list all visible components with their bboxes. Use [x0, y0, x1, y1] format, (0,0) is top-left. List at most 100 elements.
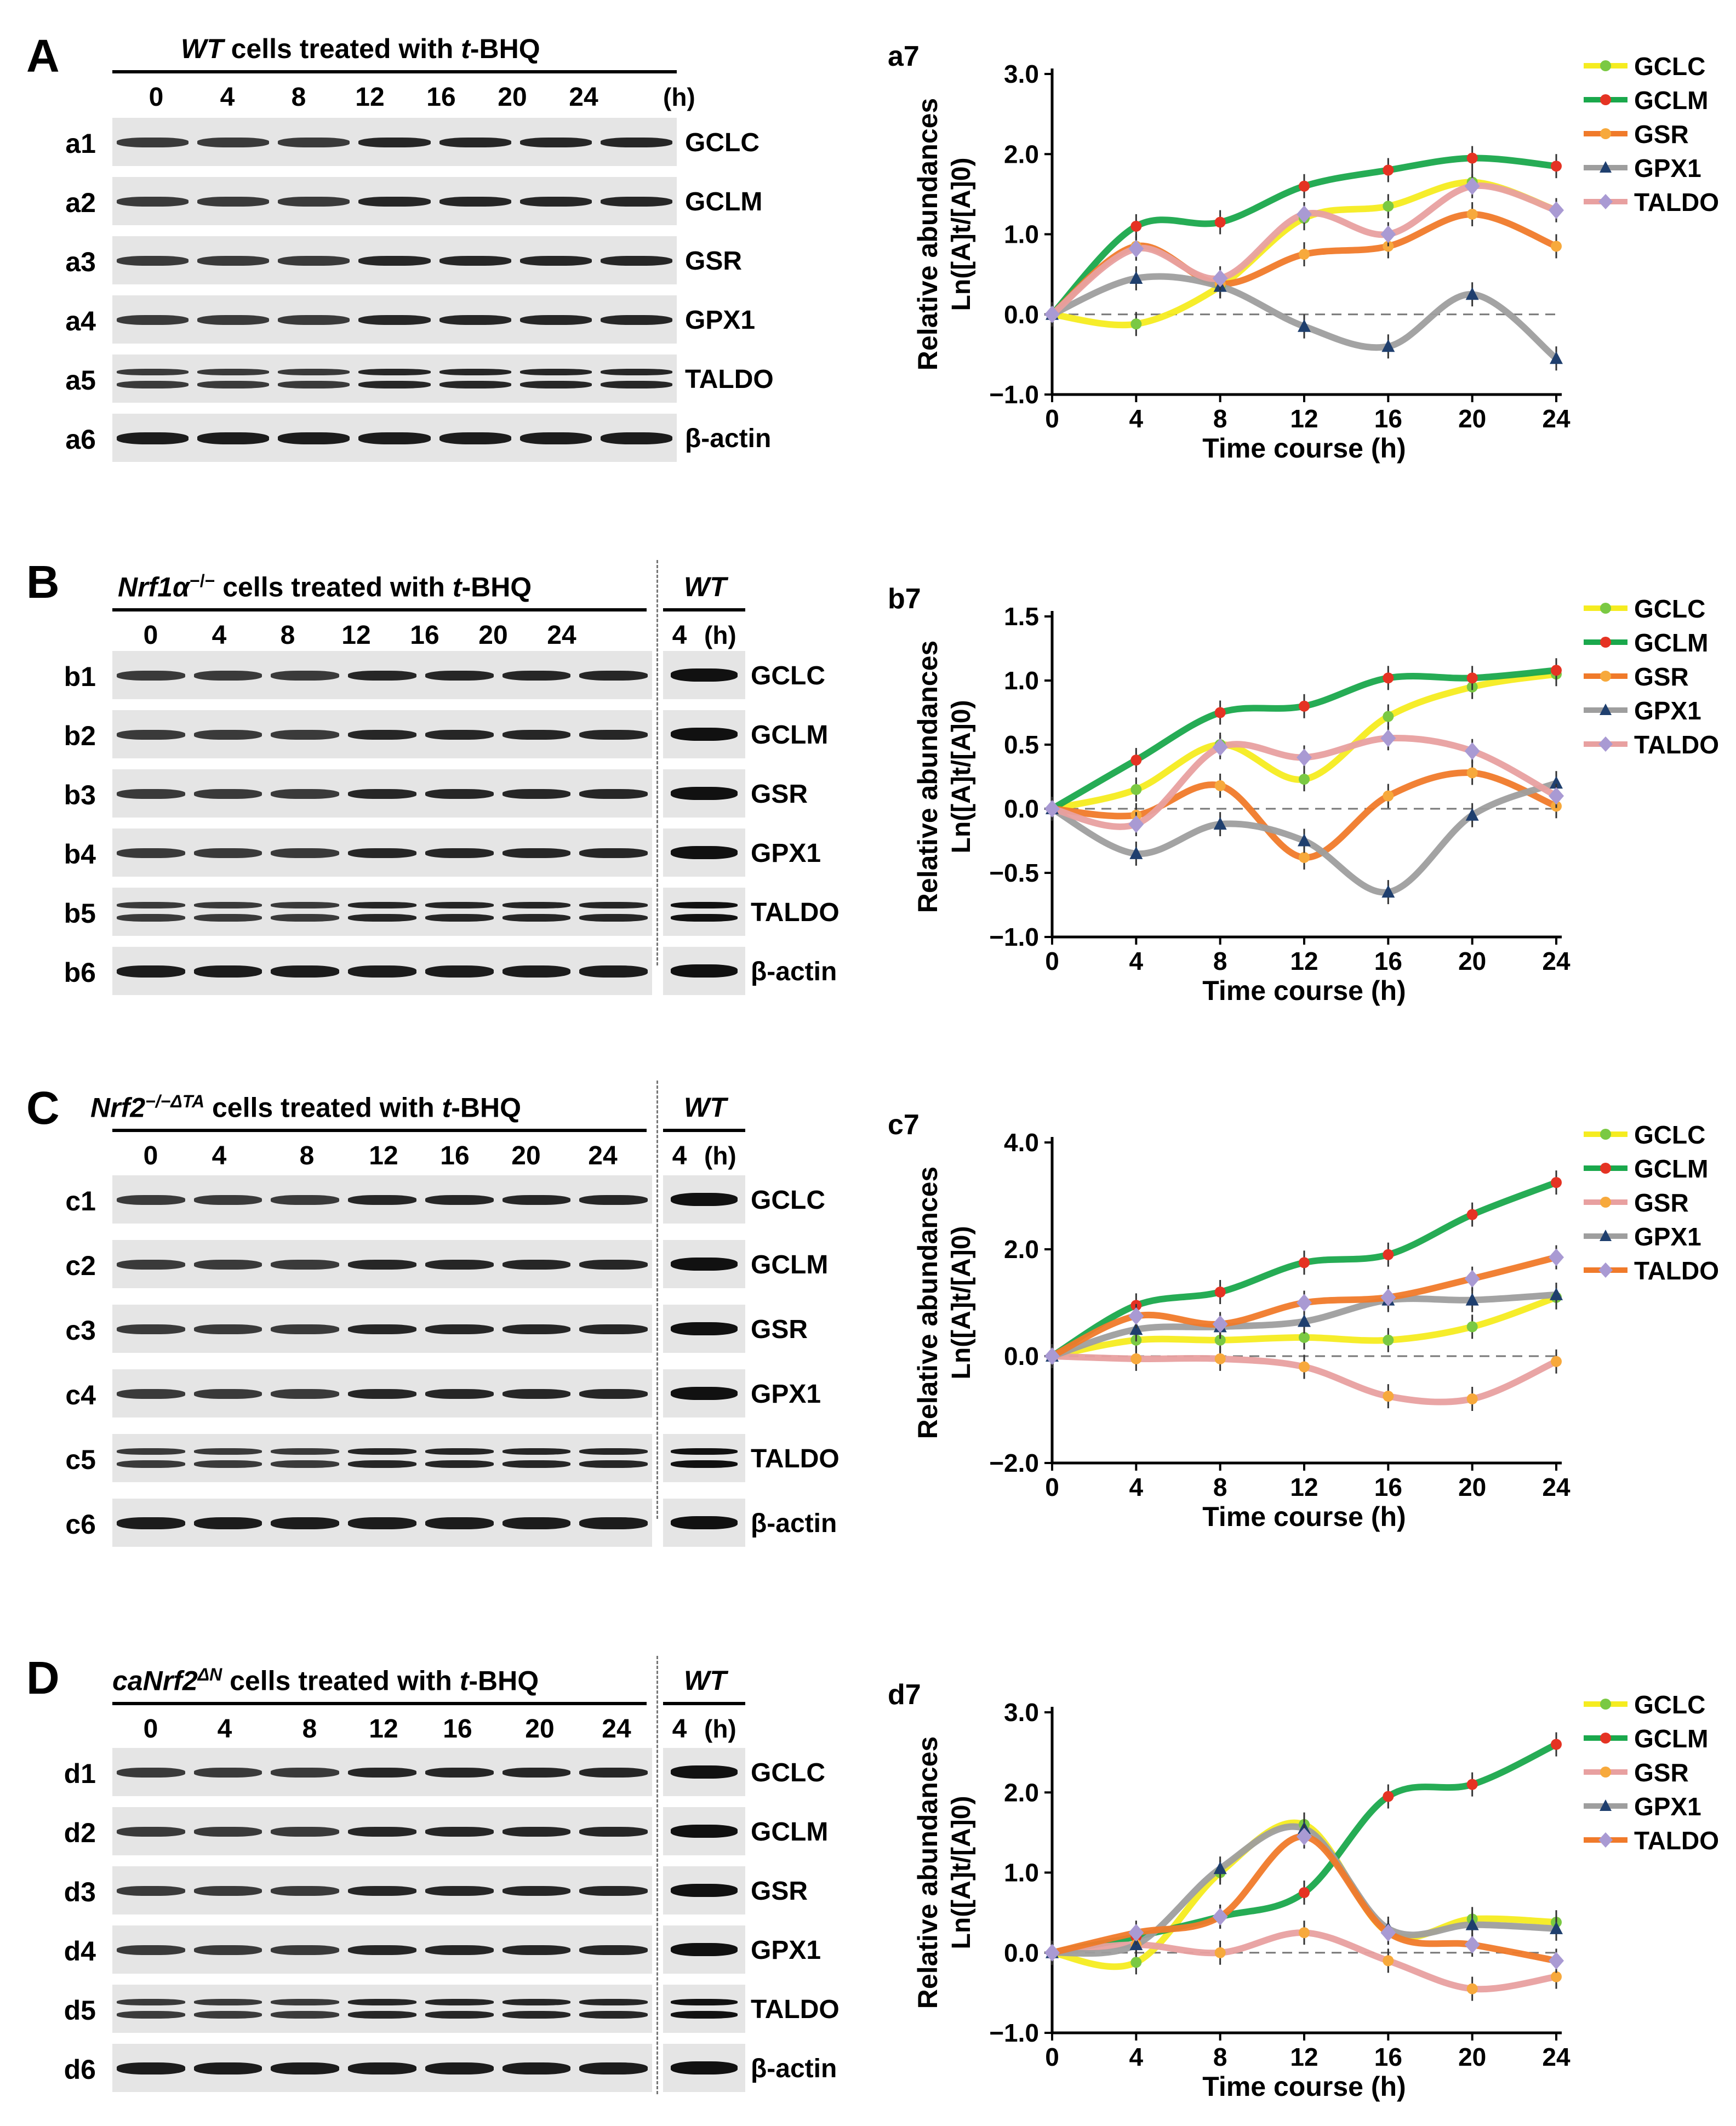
blot-band: [193, 1260, 262, 1270]
blot-strip-wt: [663, 1434, 745, 1482]
x-tick-label: 12: [1290, 1473, 1318, 1501]
treatment-name: -BHQ: [470, 33, 540, 64]
blot-row-label: b3: [64, 780, 96, 810]
blot-row-label: d5: [64, 1995, 96, 2026]
blot-band: [271, 1448, 340, 1455]
data-point-taldo: [1380, 1288, 1396, 1306]
data-point-gpx1: [1129, 846, 1143, 859]
blot-band: [425, 902, 494, 908]
protein-label: GCLM: [751, 1250, 829, 1279]
blot-band: [117, 789, 185, 799]
x-tick-label: 0: [1045, 1473, 1059, 1501]
blot-band: [671, 1825, 738, 1838]
blot-strip: [112, 295, 677, 344]
blot-band: [271, 1827, 340, 1837]
blot-band: [579, 1945, 648, 1955]
data-point-gpx1: [1550, 776, 1563, 789]
blot-row-label: d3: [64, 1877, 96, 1907]
blot-row-label: d2: [64, 1818, 96, 1848]
blot-band: [439, 256, 511, 266]
legend-label: GPX1: [1634, 696, 1701, 725]
data-point-gclm: [1214, 1287, 1226, 1298]
y-axis-title: Relative abundances: [912, 98, 943, 370]
y-tick-label: 0.0: [1004, 1342, 1039, 1370]
data-point-taldo: [1380, 225, 1396, 243]
blot-row-label: c6: [65, 1509, 96, 1540]
blot-band: [278, 256, 350, 266]
blot-band: [358, 256, 431, 266]
y-tick-label: −0.5: [989, 859, 1039, 887]
blot-strip-wt: [663, 947, 745, 995]
y-tick-label: 2.0: [1004, 1235, 1039, 1264]
blot-band: [271, 730, 340, 740]
wt-divider: [656, 1656, 658, 2094]
blot-band: [502, 965, 571, 978]
data-point-taldo: [1044, 800, 1060, 818]
blot-strip: [112, 1807, 652, 1855]
blot-strip-wt: [663, 1240, 745, 1288]
data-point-taldo: [1212, 269, 1228, 287]
blot-row-label: b5: [64, 898, 96, 929]
blot-band: [271, 1324, 340, 1334]
legend-marker: [1600, 60, 1611, 71]
blot-row-label: a2: [65, 187, 96, 218]
blot-strip-wt: [663, 2044, 745, 2092]
blot-band: [193, 1460, 262, 1468]
blot-band: [117, 432, 189, 444]
x-tick-label: 12: [1290, 404, 1318, 433]
protein-label: GPX1: [751, 839, 821, 868]
wt-label: WT: [684, 1665, 727, 1696]
header-underline: [112, 70, 677, 73]
data-point-gclm: [1383, 164, 1394, 176]
blot-row-label: b2: [64, 721, 96, 751]
legend-marker: [1600, 1197, 1611, 1208]
protein-label: β-actin: [751, 2054, 837, 2083]
data-point-gpx1: [1381, 339, 1395, 352]
blot-band: [502, 730, 571, 740]
blot-band: [117, 1768, 185, 1778]
data-point-gpx1: [1550, 351, 1563, 364]
legend-label: TALDO: [1634, 1256, 1719, 1285]
legend-marker: [1598, 736, 1613, 752]
genotype-label: caNrf2: [112, 1665, 198, 1696]
blot-band: [197, 138, 270, 147]
blot-band: [671, 728, 738, 741]
y-axis-formula: Ln([A]t/[A]0): [947, 700, 976, 854]
blot-band: [579, 914, 648, 922]
data-point-taldo: [1212, 738, 1228, 756]
header-underline: [112, 1129, 647, 1132]
y-axis-title: Relative abundances: [912, 1736, 943, 2009]
x-axis-title: Time course (h): [1202, 975, 1406, 1006]
data-point-gsr: [1551, 241, 1562, 252]
data-point-taldo: [1549, 1952, 1564, 1970]
blot-band: [502, 1768, 571, 1778]
time-unit: (h): [704, 1141, 736, 1170]
blot-band: [439, 315, 511, 325]
data-point-taldo: [1212, 1315, 1228, 1333]
legend-marker: [1600, 1129, 1611, 1140]
blot-band: [348, 1999, 416, 2005]
blot-band: [271, 902, 340, 908]
blot-band: [358, 138, 431, 147]
x-tick-label: 24: [1542, 947, 1571, 975]
blot-row-label: d6: [64, 2054, 96, 2085]
blot-band: [193, 1999, 262, 2005]
blot-band: [193, 1827, 262, 1837]
time-unit: (h): [663, 83, 695, 111]
blot-strip: [112, 769, 652, 818]
y-axis-title: Relative abundances: [912, 1167, 943, 1439]
blot-band: [425, 1517, 494, 1529]
wt-timepoint: 4: [672, 621, 687, 650]
blot-band: [671, 902, 738, 908]
blot-band: [502, 848, 571, 858]
blot-band: [358, 432, 431, 444]
blot-band: [671, 1460, 738, 1468]
wt-underline: [663, 1702, 745, 1705]
blot-band: [348, 2011, 416, 2019]
blot-band: [271, 671, 340, 681]
blot-band: [117, 1460, 185, 1468]
legend-label: GCLC: [1634, 1690, 1705, 1719]
protein-label: GSR: [685, 247, 743, 276]
x-tick-label: 24: [1542, 2043, 1571, 2071]
y-tick-label: −1.0: [989, 923, 1039, 951]
